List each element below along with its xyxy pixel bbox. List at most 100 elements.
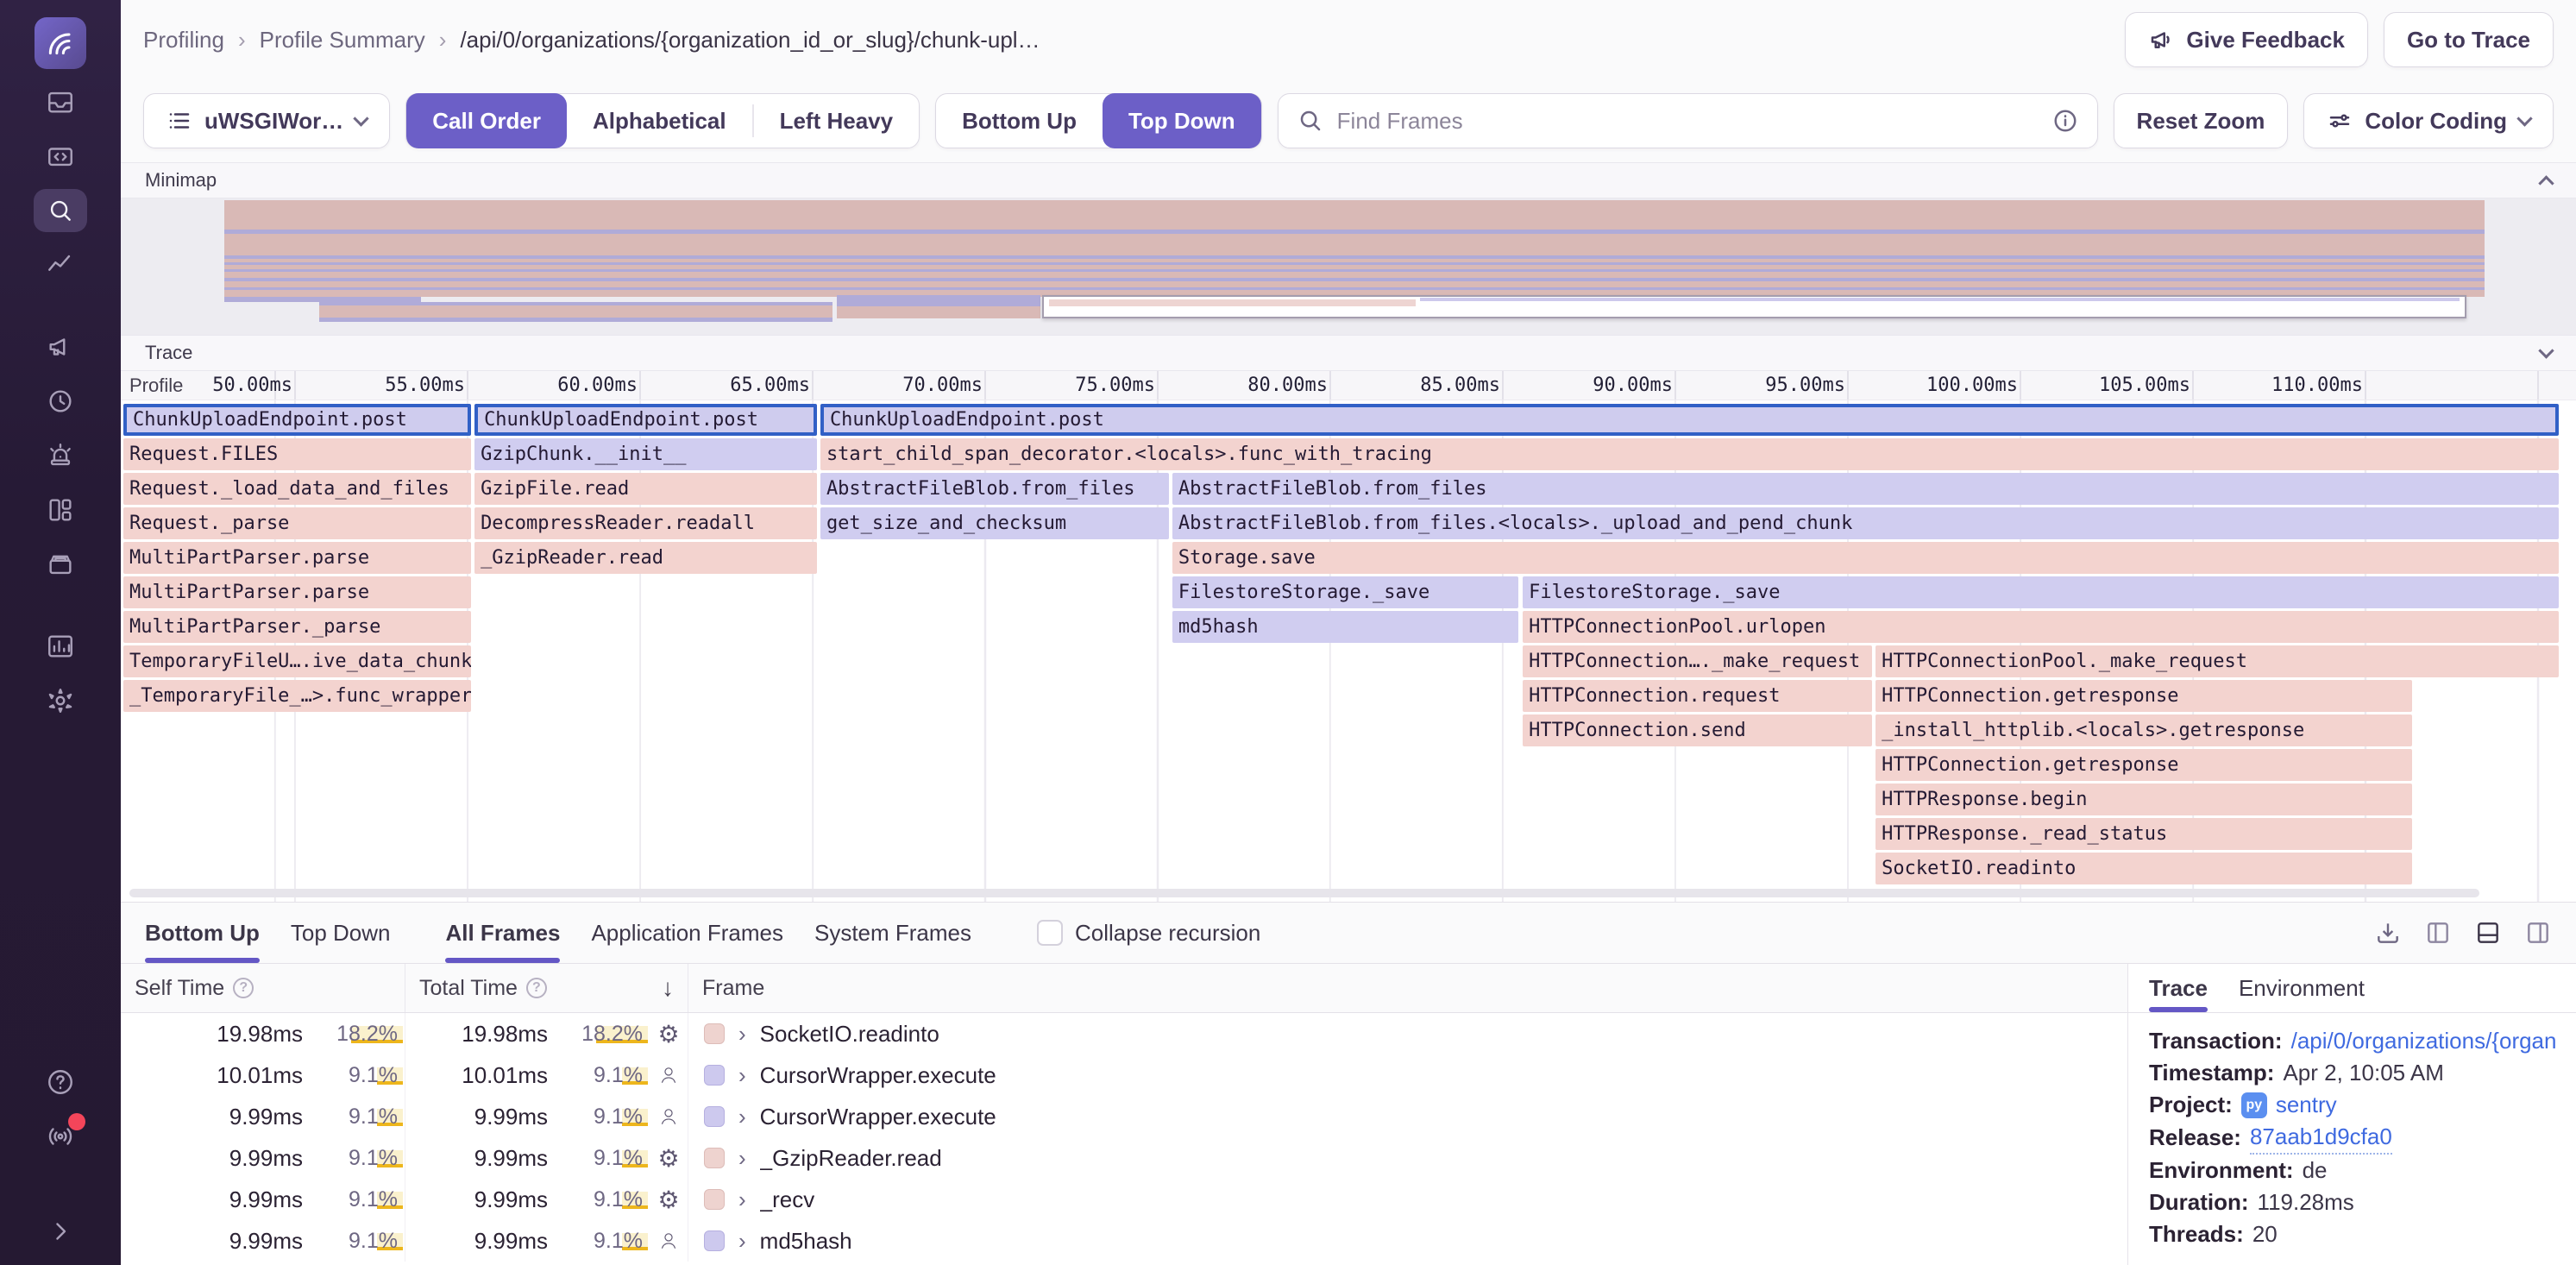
flame-frame[interactable]: GzipChunk.__init__ [474, 438, 817, 470]
flame-frame[interactable]: TemporaryFileU….ive_data_chunk [123, 645, 472, 677]
sidebar-item-issues[interactable] [34, 80, 87, 123]
details-field-link[interactable]: 87aab1d9cfa0 [2249, 1121, 2392, 1155]
tab-top-down[interactable]: Top Down [290, 919, 391, 946]
info-icon[interactable] [2052, 108, 2078, 134]
reset-zoom-button[interactable]: Reset Zoom [2113, 93, 2289, 148]
table-row[interactable]: 9.99ms 9.1% 9.99ms 9.1% ⚙ › _GzipReader.read [121, 1137, 2127, 1179]
details-tab-environment[interactable]: Environment [2238, 974, 2365, 1001]
flame-frame[interactable]: HTTPConnectionPool.urlopen [1523, 611, 2559, 643]
download-icon[interactable] [2374, 919, 2402, 947]
expand-chevron-icon[interactable]: › [738, 1186, 746, 1212]
flame-frame[interactable]: ChunkUploadEndpoint.post [474, 404, 817, 436]
tab-all-frames[interactable]: All Frames [445, 903, 560, 963]
details-tab-trace[interactable]: Trace [2149, 964, 2208, 1012]
expand-chevron-icon[interactable]: › [738, 1144, 746, 1171]
sidebar-item-collapse-sidebar[interactable] [34, 1210, 87, 1253]
sidebar-item-alerts[interactable] [34, 434, 87, 477]
flame-frame[interactable]: get_size_and_checksum [820, 507, 1169, 539]
flame-frame[interactable]: HTTPConnection.getresponse [1875, 680, 2413, 712]
help-icon[interactable]: ? [233, 978, 254, 998]
minimap-header[interactable]: Minimap [121, 162, 2576, 198]
sidebar-item-feedback[interactable] [34, 325, 87, 368]
flame-frame[interactable]: GzipFile.read [474, 473, 817, 505]
sort-descending-icon[interactable]: ↓ [662, 974, 674, 1001]
sidebar-item-settings[interactable] [34, 679, 87, 722]
expand-chevron-icon[interactable]: › [738, 1061, 746, 1088]
sidebar-item-explore[interactable] [34, 135, 87, 178]
tab-application-frames[interactable]: Application Frames [591, 919, 783, 946]
flame-frame[interactable]: MultiPartParser._parse [123, 611, 472, 643]
flame-frame[interactable]: HTTPResponse.begin [1875, 784, 2413, 815]
flame-frame[interactable]: Request._load_data_and_files [123, 473, 472, 505]
flame-frame[interactable]: HTTPConnection…._make_request [1523, 645, 1873, 677]
flame-frame[interactable]: _install_httplib.<locals>.getresponse [1875, 714, 2413, 746]
trace-header[interactable]: Trace [121, 335, 2576, 371]
flame-frame[interactable]: ChunkUploadEndpoint.post [820, 404, 2559, 436]
sort-option-alphabetical[interactable]: Alphabetical [567, 93, 752, 148]
flame-frame[interactable]: HTTPResponse._read_status [1875, 818, 2413, 850]
expand-chevron-icon[interactable]: › [738, 1103, 746, 1130]
collapse-recursion-toggle[interactable]: Collapse recursion [1037, 920, 1260, 947]
table-row[interactable]: 10.01ms 9.1% 10.01ms 9.1% › CursorWrapper.exe… [121, 1054, 2127, 1096]
expand-chevron-icon[interactable]: › [738, 1227, 746, 1254]
flame-frame[interactable]: MultiPartParser.parse [123, 576, 472, 608]
minimap-viewport[interactable] [1042, 295, 2467, 318]
minimap[interactable] [121, 198, 2576, 335]
flame-frame[interactable]: Request.FILES [123, 438, 472, 470]
layout-left-icon[interactable] [2424, 919, 2452, 947]
table-row[interactable]: 19.98ms 18.2% 19.98ms 18.2% ⚙ › SocketIO.readi… [121, 1013, 2127, 1054]
sidebar-item-releases[interactable] [34, 543, 87, 586]
flame-frame[interactable]: AbstractFileBlob.from_files.<locals>._up… [1172, 507, 2559, 539]
sidebar-item-help[interactable] [34, 1060, 87, 1104]
find-frames-input[interactable] [1336, 107, 2039, 135]
flame-frame[interactable]: SocketIO.readinto [1875, 853, 2413, 884]
flame-frame[interactable]: Storage.save [1172, 542, 2559, 574]
find-frames-search[interactable] [1277, 93, 2098, 148]
tab-bottom-up[interactable]: Bottom Up [145, 903, 260, 963]
view-option-top-down[interactable]: Top Down [1102, 93, 1261, 148]
flame-frame[interactable]: start_child_span_decorator.<locals>.func… [820, 438, 2559, 470]
sidebar-item-whats-new[interactable] [34, 1113, 87, 1158]
sort-option-left-heavy[interactable]: Left Heavy [754, 93, 920, 148]
flame-frame[interactable]: _GzipReader.read [474, 542, 817, 574]
flame-frame[interactable]: Request._parse [123, 507, 472, 539]
flame-frame[interactable]: _TemporaryFile_…>.func_wrapper [123, 680, 472, 712]
breadcrumb-link[interactable]: Profile Summary [259, 26, 425, 53]
sidebar-item-insights[interactable] [34, 243, 87, 286]
expand-chevron-icon[interactable]: › [738, 1020, 746, 1047]
flame-frame[interactable]: DecompressReader.readall [474, 507, 817, 539]
breadcrumb-link[interactable]: Profiling [143, 26, 224, 53]
flame-frame[interactable]: HTTPConnection.request [1523, 680, 1873, 712]
sort-option-call-order[interactable]: Call Order [406, 93, 567, 148]
horizontal-scrollbar[interactable] [129, 889, 2479, 897]
flame-frame[interactable]: HTTPConnectionPool._make_request [1875, 645, 2560, 677]
thread-select[interactable]: uWSGIWor… [143, 93, 391, 148]
flamegraph[interactable]: ChunkUploadEndpoint.post ChunkUploadEndpo… [121, 400, 2576, 902]
frame-header[interactable]: Frame [688, 964, 2127, 1012]
sidebar-item-search[interactable] [34, 189, 87, 232]
sidebar-item-replays[interactable] [34, 380, 87, 423]
layout-right-icon[interactable] [2524, 919, 2552, 947]
sidebar-item-dashboards[interactable] [34, 488, 87, 532]
flame-frame[interactable]: ChunkUploadEndpoint.post [123, 404, 472, 436]
table-row[interactable]: 9.99ms 9.1% 9.99ms 9.1% › md5hash [121, 1220, 2127, 1262]
flame-frame[interactable]: FilestoreStorage._save [1523, 576, 2559, 608]
sentry-logo[interactable] [35, 17, 86, 69]
go-to-trace-button[interactable]: Go to Trace [2383, 12, 2554, 67]
details-field-link[interactable]: /api/0/organizations/{organ… [2290, 1028, 2555, 1054]
flame-frame[interactable]: AbstractFileBlob.from_files [1172, 473, 2559, 505]
table-row[interactable]: 9.99ms 9.1% 9.99ms 9.1% › CursorWrapper.execu… [121, 1096, 2127, 1137]
view-option-bottom-up[interactable]: Bottom Up [936, 93, 1103, 148]
table-row[interactable]: 9.99ms 9.1% 9.99ms 9.1% ⚙ › _recv [121, 1179, 2127, 1220]
layout-bottom-icon[interactable] [2474, 919, 2502, 947]
flame-frame[interactable]: md5hash [1172, 611, 1518, 643]
collapse-recursion-checkbox[interactable] [1037, 920, 1064, 946]
give-feedback-button[interactable]: Give Feedback [2125, 12, 2368, 67]
self-time-header[interactable]: Self Time ? [121, 964, 405, 1012]
flame-frame[interactable]: HTTPConnection.getresponse [1875, 749, 2413, 781]
total-time-header[interactable]: Total Time ? ↓ [405, 964, 688, 1012]
flame-frame[interactable]: AbstractFileBlob.from_files [820, 473, 1169, 505]
color-coding-button[interactable]: Color Coding [2303, 93, 2554, 148]
sidebar-item-stats[interactable] [34, 625, 87, 668]
flame-frame[interactable]: FilestoreStorage._save [1172, 576, 1518, 608]
